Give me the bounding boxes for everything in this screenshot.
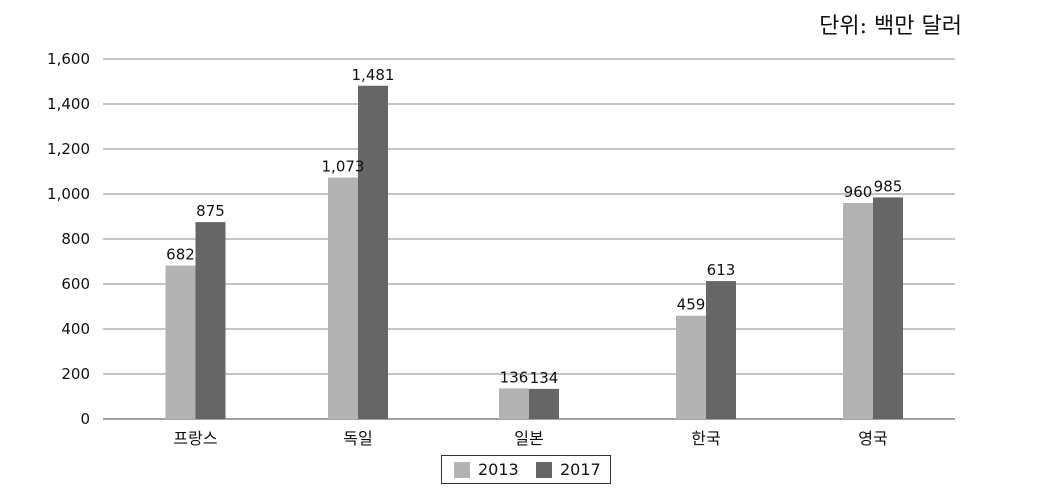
y-axis-tick-labels: 0 200 400 600 800 1,000 1,200 1,400 1,600 bbox=[47, 50, 90, 428]
bar-2017-3 bbox=[706, 281, 736, 419]
value-label-2017-0: 875 bbox=[196, 202, 225, 220]
value-label-2013-4: 960 bbox=[844, 183, 873, 201]
legend-item-2013: 2013 bbox=[454, 461, 519, 479]
x-category-label-2: 일본 bbox=[514, 429, 543, 448]
y-tick-label-200: 200 bbox=[61, 365, 90, 383]
x-category-label-0: 프랑스 bbox=[173, 429, 217, 448]
value-label-2017-4: 985 bbox=[874, 177, 903, 195]
value-label-2017-2: 134 bbox=[530, 369, 559, 387]
unit-label: 단위: 백만 달러 bbox=[819, 14, 962, 39]
legend-swatch-2013 bbox=[454, 462, 470, 478]
legend-label-2017: 2017 bbox=[560, 460, 601, 479]
bar-2017-4 bbox=[873, 197, 903, 419]
bar-2013-2 bbox=[499, 388, 529, 419]
legend-item-2017: 2017 bbox=[536, 461, 601, 479]
bar-2017-1 bbox=[358, 85, 388, 420]
y-tick-label-400: 400 bbox=[61, 320, 90, 338]
x-axis-category-labels: 프랑스 독일 일본 한국 영국 bbox=[173, 429, 887, 448]
y-tick-label-600: 600 bbox=[61, 275, 90, 293]
bars bbox=[165, 85, 903, 420]
y-tick-label-1600: 1,600 bbox=[47, 50, 90, 68]
legend: 2013 2017 bbox=[441, 455, 611, 484]
legend-swatch-2017 bbox=[536, 462, 552, 478]
gridlines bbox=[103, 58, 955, 420]
value-label-2013-3: 459 bbox=[677, 296, 706, 314]
legend-label-2013: 2013 bbox=[478, 460, 519, 479]
x-category-label-3: 한국 bbox=[691, 429, 720, 448]
value-label-2013-0: 682 bbox=[166, 246, 195, 264]
x-category-label-4: 영국 bbox=[858, 429, 887, 448]
y-tick-label-0: 0 bbox=[80, 410, 90, 428]
bar-2017-2 bbox=[529, 388, 559, 419]
bar-2013-1 bbox=[328, 177, 358, 419]
y-tick-label-1400: 1,400 bbox=[47, 95, 90, 113]
bar-2013-4 bbox=[843, 203, 873, 419]
value-label-2013-2: 136 bbox=[500, 368, 529, 386]
value-label-2013-1: 1,073 bbox=[322, 158, 365, 176]
value-label-2017-3: 613 bbox=[707, 261, 736, 279]
y-tick-label-1200: 1,200 bbox=[47, 140, 90, 158]
y-tick-label-1000: 1,000 bbox=[47, 185, 90, 203]
bar-2013-3 bbox=[676, 315, 706, 419]
bar-2013-0 bbox=[165, 265, 196, 419]
bar-2017-0 bbox=[195, 222, 226, 419]
x-category-label-1: 독일 bbox=[343, 429, 372, 448]
y-tick-label-800: 800 bbox=[61, 230, 90, 248]
value-label-2017-1: 1,481 bbox=[352, 66, 395, 84]
